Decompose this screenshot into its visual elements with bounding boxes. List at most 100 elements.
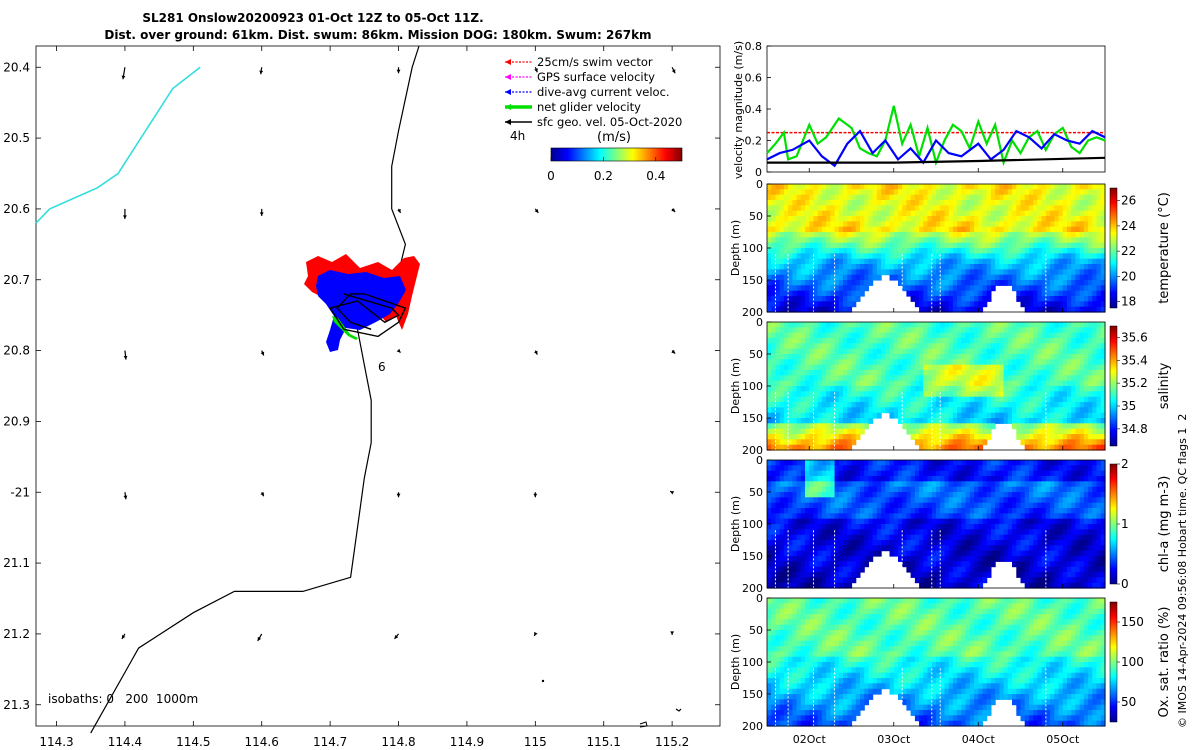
section-cell: [779, 327, 785, 334]
section-cell: [885, 332, 891, 339]
section-cell: [1096, 184, 1102, 190]
section-cell: [838, 508, 844, 514]
section-cell: [914, 280, 920, 286]
section-cell: [834, 205, 840, 212]
legend-item: 25cm/s swim vector: [505, 55, 653, 69]
section-cell: [906, 380, 912, 387]
section-cell: [952, 269, 958, 276]
section-cell: [1067, 210, 1072, 217]
section-cell: [914, 439, 920, 446]
section-cell: [864, 264, 869, 270]
section-cell: [805, 322, 810, 328]
section-cell: [826, 476, 831, 482]
section-cell: [809, 481, 815, 488]
section-cell: [914, 534, 920, 541]
section-cell: [919, 306, 924, 313]
section-cell: [1024, 306, 1030, 313]
section-cell: [783, 470, 789, 477]
map-x-tick-label: 114.9: [450, 735, 484, 749]
section-cell: [783, 285, 789, 292]
section-cell: [885, 508, 891, 514]
section-cell: [974, 407, 979, 414]
section-cell: [940, 327, 945, 334]
section-cell: [792, 418, 798, 424]
section-cell: [1096, 194, 1102, 201]
section-cell: [910, 465, 916, 472]
section-cell: [805, 439, 810, 446]
section-cell: [1083, 285, 1089, 292]
section-cell: [1062, 194, 1068, 201]
section-cell: [783, 221, 789, 228]
section-cell: [788, 402, 793, 408]
section-cell: [1016, 205, 1022, 212]
section-cell: [1079, 248, 1085, 254]
geo-vector-head: [123, 495, 128, 500]
section-cell: [1088, 285, 1093, 292]
section-cell: [969, 524, 975, 530]
section-cell: [923, 322, 929, 328]
section-cell: [864, 518, 869, 525]
section-cell: [906, 242, 912, 249]
section-cell: [990, 391, 996, 398]
section-cell: [923, 343, 929, 350]
section-cell: [889, 508, 895, 514]
section-cell: [876, 242, 882, 249]
section-cell: [783, 534, 789, 541]
section-cell: [1075, 354, 1081, 360]
section-cell: [957, 210, 962, 217]
section-cell: [995, 380, 1000, 387]
section-cell: [872, 274, 878, 281]
section-cell: [919, 380, 924, 387]
section-cell: [809, 556, 815, 562]
section-cell: [843, 370, 848, 376]
section-cell: [1045, 264, 1051, 270]
section-cell: [1088, 343, 1093, 350]
section-cell: [889, 492, 895, 498]
section-cell: [860, 534, 865, 541]
section-cell: [1075, 444, 1081, 451]
section-cell: [1024, 301, 1030, 308]
section-cell: [910, 412, 916, 419]
section-cell: [847, 418, 853, 424]
section-cell: [821, 418, 827, 424]
section-cell: [868, 513, 874, 520]
section-cell: [860, 486, 865, 493]
section-cell: [847, 566, 853, 573]
section-cell: [788, 572, 793, 578]
section-cell: [834, 524, 840, 530]
section-cell: [826, 497, 831, 504]
section-cell: [800, 370, 806, 376]
section-cell: [843, 359, 848, 366]
section-cell: [1016, 290, 1022, 297]
section-cell: [809, 226, 815, 233]
section-cell: [1003, 194, 1009, 201]
section-cell: [779, 189, 785, 196]
section-cell: [830, 280, 836, 286]
section-cell: [978, 439, 984, 446]
section-cell: [1088, 242, 1093, 249]
section-cell: [788, 470, 793, 477]
section-cell: [876, 253, 882, 260]
section-cell: [813, 492, 819, 498]
section-cell: [796, 258, 802, 265]
section-cell: [1054, 444, 1060, 451]
section-cell: [1050, 184, 1055, 190]
section-cell: [860, 322, 865, 328]
section-cell: [914, 434, 920, 440]
section-cell: [830, 402, 836, 408]
section-cell: [1007, 386, 1013, 392]
section-cell: [872, 322, 878, 328]
section-cell: [834, 423, 840, 430]
section-cell: [809, 290, 815, 297]
section-cell: [1088, 354, 1093, 360]
section-cell: [923, 258, 929, 265]
section-cell: [767, 205, 772, 212]
section-cell: [809, 529, 815, 536]
section-cell: [868, 264, 874, 270]
section-cell: [830, 285, 836, 292]
section-cell: [902, 497, 907, 504]
section-cell: [783, 301, 789, 308]
speed-colorbar-tick-label: 0.2: [594, 169, 613, 183]
section-cell: [809, 423, 815, 430]
section-cell: [855, 460, 861, 466]
